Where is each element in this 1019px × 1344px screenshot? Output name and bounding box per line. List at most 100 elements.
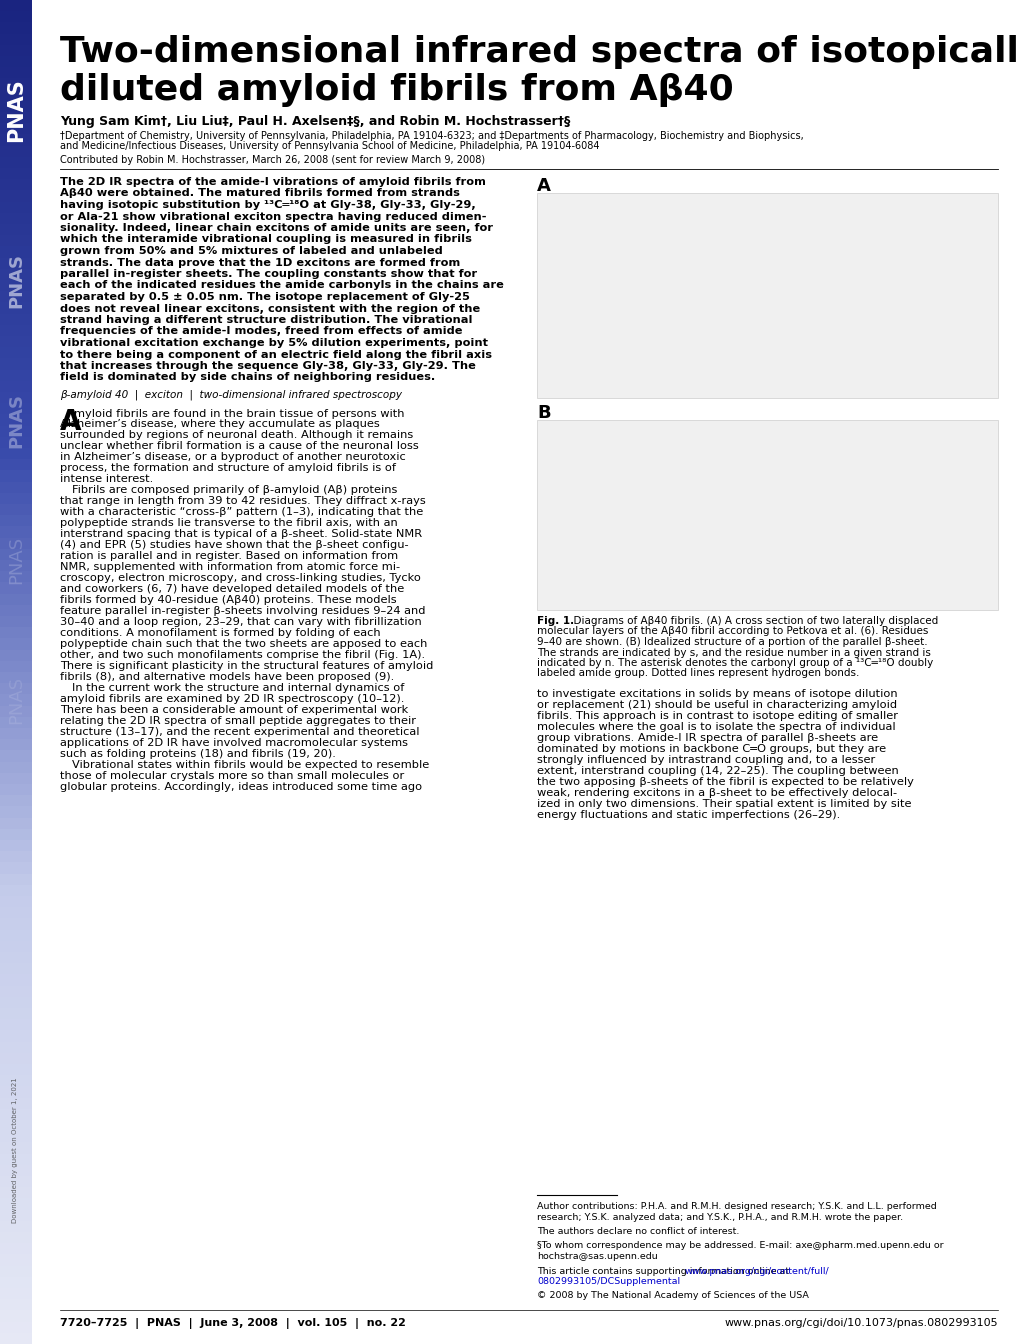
Bar xyxy=(0,414,32,426)
Text: www.pnas.org/cgi/content/full/: www.pnas.org/cgi/content/full/ xyxy=(685,1266,828,1275)
Bar xyxy=(0,1098,32,1109)
Text: applications of 2D IR have involved macromolecular systems: applications of 2D IR have involved macr… xyxy=(60,738,408,749)
Text: extent, interstrand coupling (14, 22–25). The coupling between: extent, interstrand coupling (14, 22–25)… xyxy=(536,766,898,775)
Bar xyxy=(0,964,32,974)
Bar xyxy=(0,874,32,884)
Text: those of molecular crystals more so than small molecules or: those of molecular crystals more so than… xyxy=(60,771,404,781)
Bar xyxy=(0,582,32,594)
Bar xyxy=(0,134,32,145)
Bar xyxy=(0,179,32,191)
Text: Aβ40 were obtained. The matured fibrils formed from strands: Aβ40 were obtained. The matured fibrils … xyxy=(60,188,460,199)
Bar xyxy=(0,470,32,481)
Bar xyxy=(0,101,32,112)
Bar xyxy=(0,258,32,269)
Bar xyxy=(0,0,32,11)
Bar xyxy=(0,1008,32,1019)
Text: to investigate excitations in solids by means of isotope dilution: to investigate excitations in solids by … xyxy=(536,689,897,699)
Bar xyxy=(0,695,32,706)
Bar xyxy=(0,56,32,67)
Bar xyxy=(0,403,32,414)
Bar xyxy=(0,370,32,380)
Text: www.pnas.org/cgi/doi/10.1073/pnas.0802993105: www.pnas.org/cgi/doi/10.1073/pnas.080299… xyxy=(723,1318,997,1328)
Bar xyxy=(0,292,32,302)
Bar xyxy=(0,145,32,157)
Text: in Alzheimer’s disease, or a byproduct of another neurotoxic: in Alzheimer’s disease, or a byproduct o… xyxy=(60,452,406,462)
Bar xyxy=(0,1075,32,1086)
Bar xyxy=(0,212,32,224)
Bar xyxy=(0,1187,32,1199)
Text: that increases through the sequence Gly-38, Gly-33, Gly-29. The: that increases through the sequence Gly-… xyxy=(60,362,476,371)
Bar xyxy=(0,359,32,370)
Text: research; Y.S.K. analyzed data; and Y.S.K., P.H.A., and R.M.H. wrote the paper.: research; Y.S.K. analyzed data; and Y.S.… xyxy=(536,1212,902,1222)
Text: (4) and EPR (5) studies have shown that the β-sheet configu-: (4) and EPR (5) studies have shown that … xyxy=(60,540,409,550)
Text: relating the 2D IR spectra of small peptide aggregates to their: relating the 2D IR spectra of small pept… xyxy=(60,716,416,726)
Bar xyxy=(0,706,32,716)
Bar xyxy=(0,884,32,896)
Bar xyxy=(0,78,32,90)
Bar xyxy=(0,1064,32,1075)
Bar xyxy=(0,1109,32,1120)
Bar xyxy=(0,380,32,392)
Text: process, the formation and structure of amyloid fibrils is of: process, the formation and structure of … xyxy=(60,462,395,473)
Bar xyxy=(0,1031,32,1042)
Bar xyxy=(0,112,32,124)
Bar xyxy=(0,1199,32,1210)
Text: structure (13–17), and the recent experimental and theoretical: structure (13–17), and the recent experi… xyxy=(60,727,419,737)
Text: molecular layers of the Aβ40 fibril according to Petkova et al. (6). Residues: molecular layers of the Aβ40 fibril acco… xyxy=(536,626,927,637)
Bar xyxy=(0,1254,32,1266)
Text: energy fluctuations and static imperfections (26–29).: energy fluctuations and static imperfect… xyxy=(536,810,840,820)
Bar xyxy=(0,739,32,750)
Bar xyxy=(0,504,32,515)
Bar xyxy=(0,90,32,101)
Text: Fibrils are composed primarily of β-amyloid (Aβ) proteins: Fibrils are composed primarily of β-amyl… xyxy=(72,485,397,495)
Bar xyxy=(0,34,32,44)
Text: such as folding proteins (18) and fibrils (19, 20).: such as folding proteins (18) and fibril… xyxy=(60,749,335,759)
Text: strands. The data prove that the 1D excitons are formed from: strands. The data prove that the 1D exci… xyxy=(60,258,460,267)
Bar xyxy=(0,796,32,806)
Text: Yung Sam Kim†, Liu Liu‡, Paul H. Axelsen‡§, and Robin M. Hochstrasser†§: Yung Sam Kim†, Liu Liu‡, Paul H. Axelsen… xyxy=(60,116,570,128)
Bar xyxy=(0,941,32,952)
Bar xyxy=(0,191,32,202)
Bar xyxy=(0,246,32,258)
Bar xyxy=(0,1232,32,1243)
Text: β-amyloid 40  |  exciton  |  two-dimensional infrared spectroscopy: β-amyloid 40 | exciton | two-dimensional… xyxy=(60,390,401,401)
Bar xyxy=(0,302,32,313)
Text: Fig. 1.: Fig. 1. xyxy=(536,616,574,626)
Text: polypeptide chain such that the two sheets are apposed to each: polypeptide chain such that the two shee… xyxy=(60,638,427,649)
Text: indicated by n. The asterisk denotes the carbonyl group of a ¹³C═¹⁸O doubly: indicated by n. The asterisk denotes the… xyxy=(536,659,932,668)
Bar xyxy=(0,67,32,78)
Bar xyxy=(0,437,32,448)
Text: Diagrams of Aβ40 fibrils. (A) A cross section of two laterally displaced: Diagrams of Aβ40 fibrils. (A) A cross se… xyxy=(567,616,937,626)
Text: The strands are indicated by s, and the residue number in a given strand is: The strands are indicated by s, and the … xyxy=(536,648,930,657)
Bar xyxy=(0,896,32,907)
Bar xyxy=(0,157,32,168)
Bar xyxy=(0,918,32,930)
Text: vibrational excitation exchange by 5% dilution experiments, point: vibrational excitation exchange by 5% di… xyxy=(60,337,487,348)
Bar xyxy=(0,728,32,739)
Text: amyloid fibrils are examined by 2D IR spectroscopy (10–12).: amyloid fibrils are examined by 2D IR sp… xyxy=(60,694,404,704)
Bar xyxy=(0,1210,32,1220)
Text: which the interamide vibrational coupling is measured in fibrils: which the interamide vibrational couplin… xyxy=(60,234,472,245)
Text: 30–40 and a loop region, 23–29, that can vary with fibrillization: 30–40 and a loop region, 23–29, that can… xyxy=(60,617,421,628)
Text: and coworkers (6, 7) have developed detailed models of the: and coworkers (6, 7) have developed deta… xyxy=(60,585,404,594)
Text: diluted amyloid fibrils from Aβ40: diluted amyloid fibrils from Aβ40 xyxy=(60,73,733,108)
Text: †Department of Chemistry, University of Pennsylvania, Philadelphia, PA 19104-632: †Department of Chemistry, University of … xyxy=(60,130,803,141)
Bar xyxy=(0,1120,32,1132)
Bar xyxy=(0,1042,32,1052)
Text: Alzheimer’s disease, where they accumulate as plaques: Alzheimer’s disease, where they accumula… xyxy=(60,419,379,429)
Text: There is significant plasticity in the structural features of amyloid: There is significant plasticity in the s… xyxy=(60,661,433,671)
Bar xyxy=(0,44,32,56)
Bar xyxy=(0,313,32,325)
Text: grown from 50% and 5% mixtures of labeled and unlabeled: grown from 50% and 5% mixtures of labele… xyxy=(60,246,442,255)
Text: with a characteristic “cross-β” pattern (1–3), indicating that the: with a characteristic “cross-β” pattern … xyxy=(60,507,423,517)
Bar xyxy=(0,1052,32,1064)
Bar xyxy=(0,560,32,571)
Text: globular proteins. Accordingly, ideas introduced some time ago: globular proteins. Accordingly, ideas in… xyxy=(60,782,422,792)
Bar xyxy=(0,347,32,359)
Bar xyxy=(0,1243,32,1254)
Bar xyxy=(0,716,32,728)
Bar xyxy=(0,426,32,437)
Text: PNAS: PNAS xyxy=(7,392,25,448)
Text: PNAS: PNAS xyxy=(7,253,25,308)
Text: 7720–7725  |  PNAS  |  June 3, 2008  |  vol. 105  |  no. 22: 7720–7725 | PNAS | June 3, 2008 | vol. 1… xyxy=(60,1318,406,1329)
